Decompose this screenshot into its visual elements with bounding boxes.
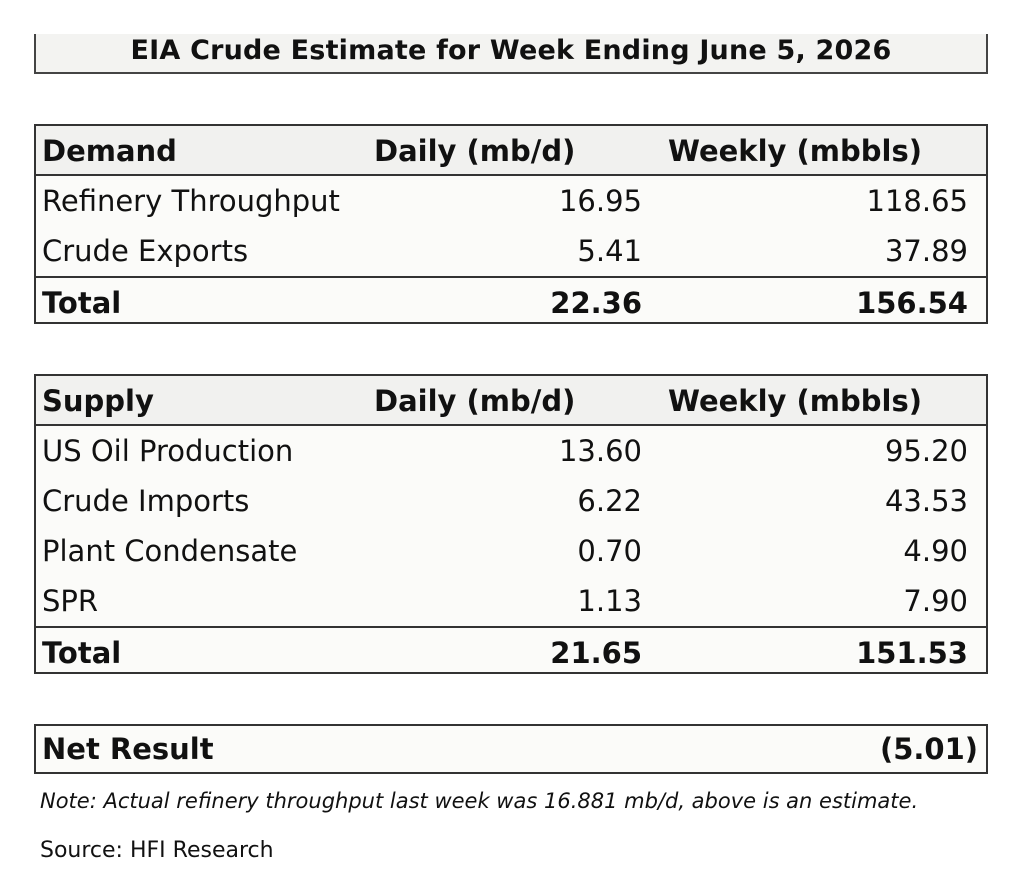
demand-header-daily: Daily (mb/d) bbox=[374, 134, 576, 168]
total-weekly-value: 156.54 bbox=[856, 286, 968, 320]
row-daily-value: 5.41 bbox=[577, 234, 642, 268]
net-result-label: Net Result bbox=[42, 732, 214, 766]
supply-total-row: Total 21.65 151.53 bbox=[36, 626, 986, 676]
table-row: Crude Exports 5.41 37.89 bbox=[36, 226, 986, 276]
row-label: Crude Imports bbox=[42, 484, 250, 518]
demand-header-weekly: Weekly (mbbls) bbox=[668, 134, 922, 168]
supply-table: Supply Daily (mb/d) Weekly (mbbls) US Oi… bbox=[34, 374, 988, 674]
table-row: Refinery Throughput 16.95 118.65 bbox=[36, 176, 986, 226]
total-daily-value: 22.36 bbox=[550, 286, 642, 320]
table-row: Plant Condensate 0.70 4.90 bbox=[36, 526, 986, 576]
table-row: SPR 1.13 7.90 bbox=[36, 576, 986, 626]
table-row: US Oil Production 13.60 95.20 bbox=[36, 426, 986, 476]
row-daily-value: 1.13 bbox=[577, 584, 642, 618]
row-daily-value: 6.22 bbox=[577, 484, 642, 518]
total-label: Total bbox=[42, 636, 122, 670]
demand-header-row: Demand Daily (mb/d) Weekly (mbbls) bbox=[36, 126, 986, 176]
row-weekly-value: 4.90 bbox=[903, 534, 968, 568]
demand-total-row: Total 22.36 156.54 bbox=[36, 276, 986, 326]
total-daily-value: 21.65 bbox=[550, 636, 642, 670]
row-weekly-value: 37.89 bbox=[884, 234, 968, 268]
total-weekly-value: 151.53 bbox=[856, 636, 968, 670]
net-result-value: (5.01) bbox=[879, 732, 978, 766]
title-box: EIA Crude Estimate for Week Ending June … bbox=[34, 34, 988, 74]
total-label: Total bbox=[42, 286, 122, 320]
table-row: Crude Imports 6.22 43.53 bbox=[36, 476, 986, 526]
row-daily-value: 13.60 bbox=[558, 434, 642, 468]
row-label: Plant Condensate bbox=[42, 534, 298, 568]
row-daily-value: 16.95 bbox=[558, 184, 642, 218]
source-credit: Source: HFI Research bbox=[40, 838, 274, 861]
demand-header-label: Demand bbox=[42, 134, 177, 168]
row-label: SPR bbox=[42, 584, 99, 618]
supply-header-daily: Daily (mb/d) bbox=[374, 384, 576, 418]
row-label: Crude Exports bbox=[42, 234, 249, 268]
supply-header-label: Supply bbox=[42, 384, 154, 418]
row-label: Refinery Throughput bbox=[42, 184, 340, 218]
net-result-box: Net Result (5.01) bbox=[34, 724, 988, 774]
row-weekly-value: 43.53 bbox=[884, 484, 968, 518]
supply-header-row: Supply Daily (mb/d) Weekly (mbbls) bbox=[36, 376, 986, 426]
row-weekly-value: 95.20 bbox=[884, 434, 968, 468]
row-daily-value: 0.70 bbox=[577, 534, 642, 568]
page-title: EIA Crude Estimate for Week Ending June … bbox=[130, 35, 892, 66]
demand-table: Demand Daily (mb/d) Weekly (mbbls) Refin… bbox=[34, 124, 988, 324]
row-weekly-value: 7.90 bbox=[903, 584, 968, 618]
footnote: Note: Actual refinery throughput last we… bbox=[40, 789, 919, 813]
row-label: US Oil Production bbox=[42, 434, 294, 468]
supply-header-weekly: Weekly (mbbls) bbox=[668, 384, 922, 418]
row-weekly-value: 118.65 bbox=[866, 184, 968, 218]
